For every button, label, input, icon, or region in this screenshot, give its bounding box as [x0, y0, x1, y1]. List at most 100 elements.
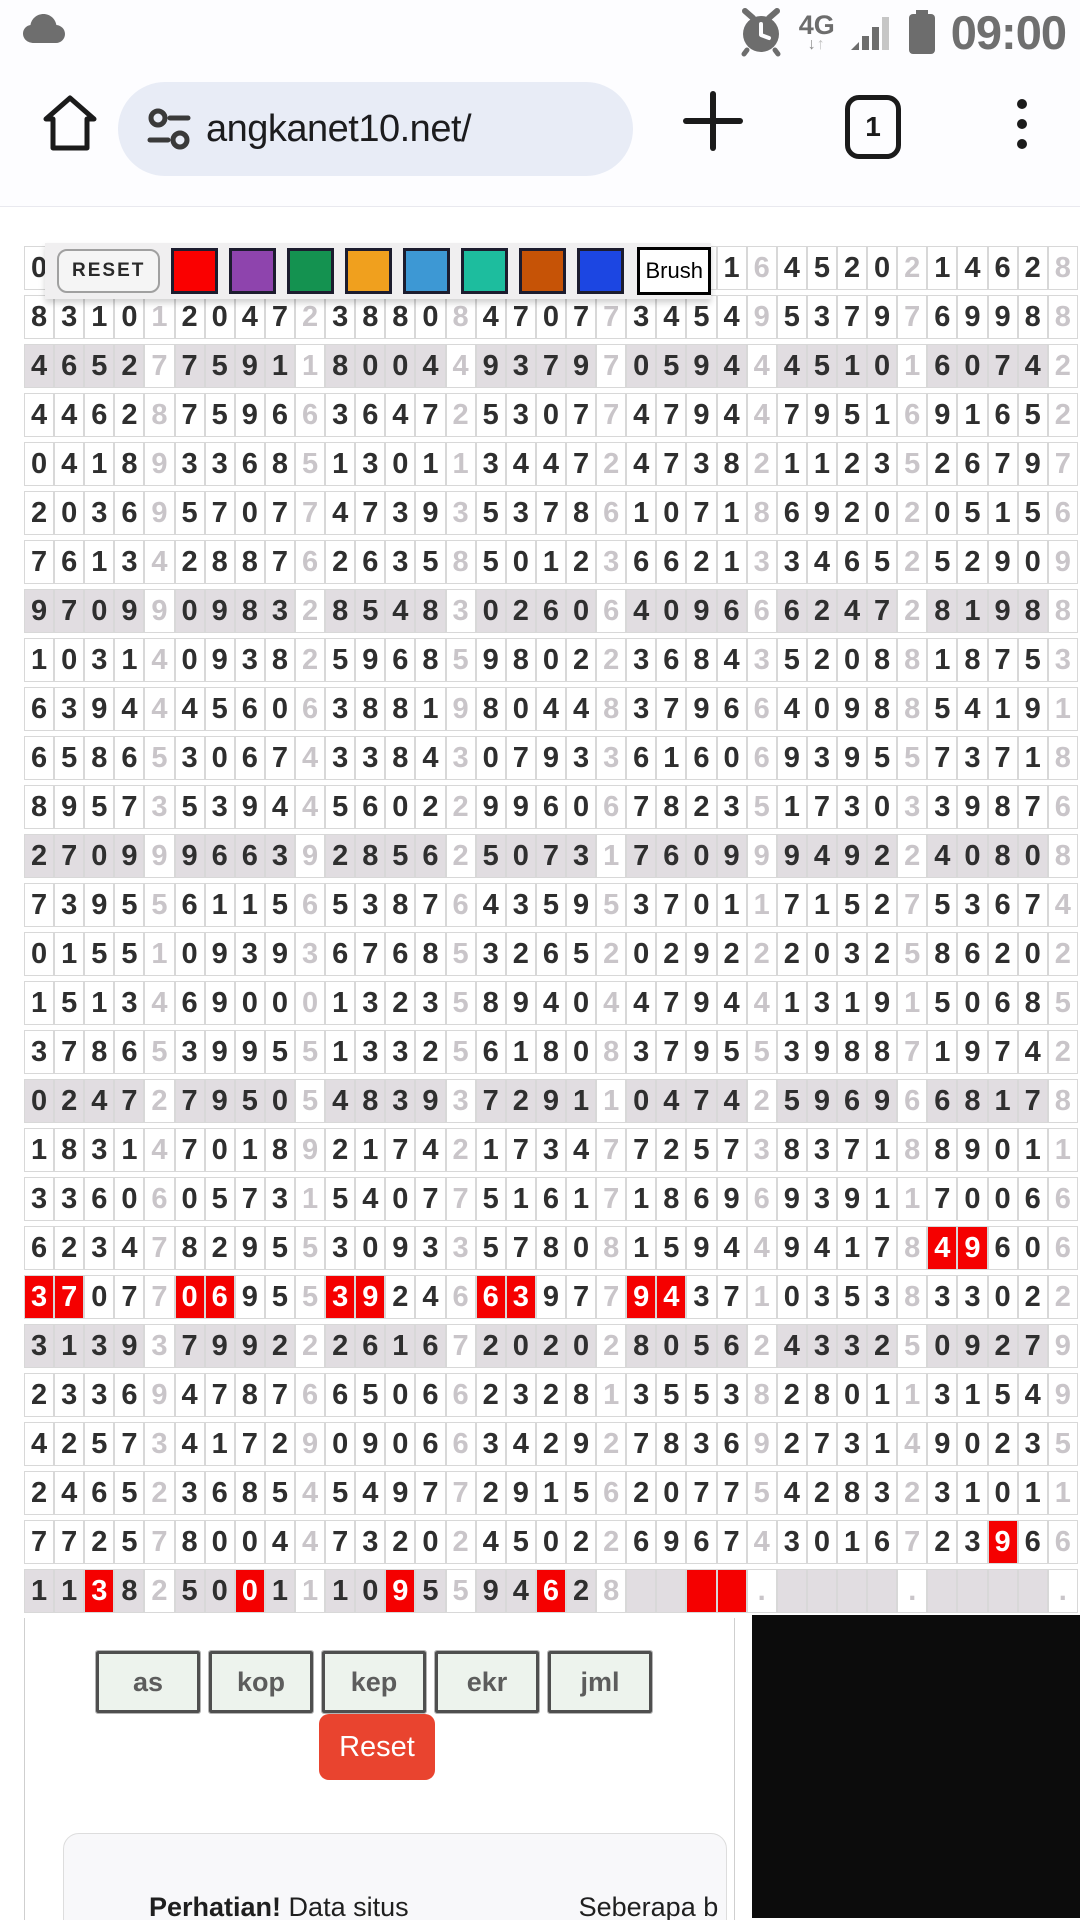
grid-digit-cell[interactable]: 3	[114, 981, 145, 1025]
grid-digit-cell[interactable]: 7	[24, 540, 55, 584]
grid-digit-cell[interactable]: 3	[355, 442, 386, 486]
filter-button-kep[interactable]: kep	[321, 1650, 427, 1714]
grid-digit-cell[interactable]: 5	[204, 393, 235, 437]
grid-digit-cell[interactable]: 8	[355, 834, 386, 878]
grid-digit-cell[interactable]: 4	[716, 638, 747, 682]
grid-digit-cell[interactable]: 6	[325, 1373, 356, 1417]
grid-digit-cell[interactable]: 7	[355, 932, 386, 976]
grid-digit-cell[interactable]: 0	[234, 1520, 265, 1564]
grid-digit-cell[interactable]: 8	[656, 1422, 687, 1466]
grid-digit-cell[interactable]: 1	[355, 1128, 386, 1172]
grid-digit-cell[interactable]: 3	[957, 1275, 988, 1319]
grid-digit-cell[interactable]: 9	[385, 1569, 416, 1613]
grid-sum-cell[interactable]: 6	[746, 736, 777, 780]
grid-digit-cell[interactable]: 7	[54, 1520, 85, 1564]
grid-digit-cell[interactable]: 8	[385, 883, 416, 927]
grid-digit-cell[interactable]: 6	[957, 442, 988, 486]
grid-digit-cell[interactable]: 9	[716, 834, 747, 878]
grid-digit-cell[interactable]: 1	[234, 1128, 265, 1172]
grid-digit-cell[interactable]: 0	[264, 687, 295, 731]
grid-digit-cell[interactable]: 2	[927, 1520, 958, 1564]
grid-digit-cell[interactable]: 0	[656, 491, 687, 535]
grid-digit-cell[interactable]: 4	[1017, 1373, 1048, 1417]
grid-digit-cell[interactable]: 5	[415, 540, 446, 584]
grid-digit-cell[interactable]: 0	[174, 1177, 205, 1221]
grid-digit-cell[interactable]: 8	[957, 638, 988, 682]
grid-sum-cell[interactable]: 7	[1047, 442, 1078, 486]
grid-digit-cell[interactable]: 5	[686, 1373, 717, 1417]
grid-digit-cell[interactable]: 7	[836, 295, 868, 339]
grid-digit-cell[interactable]: 1	[24, 1128, 55, 1172]
grid-digit-cell[interactable]: 2	[114, 344, 145, 388]
grid-digit-cell[interactable]: 9	[686, 687, 717, 731]
grid-digit-cell[interactable]: 9	[806, 393, 837, 437]
grid-digit-cell[interactable]: 3	[806, 1275, 837, 1319]
grid-digit-cell[interactable]: 8	[84, 1030, 115, 1074]
grid-digit-cell[interactable]: 9	[234, 1324, 265, 1368]
grid-digit-cell[interactable]: 8	[716, 442, 747, 486]
grid-digit-cell[interactable]: 2	[776, 1422, 807, 1466]
grid-digit-cell[interactable]: 1	[957, 393, 988, 437]
grid-digit-cell[interactable]: 3	[505, 1275, 536, 1319]
grid-digit-cell[interactable]: 9	[686, 393, 717, 437]
grid-digit-cell[interactable]: 8	[264, 1128, 295, 1172]
grid-sum-cell[interactable]: 8	[897, 1226, 928, 1270]
grid-sum-cell[interactable]: 5	[897, 932, 928, 976]
grid-digit-cell[interactable]: 9	[505, 785, 536, 829]
grid-digit-cell[interactable]: 9	[927, 1422, 958, 1466]
color-swatch-2[interactable]	[287, 248, 335, 294]
grid-digit-cell[interactable]: 6	[686, 736, 717, 780]
grid-digit-cell[interactable]: 0	[174, 589, 205, 633]
grid-digit-cell[interactable]: 9	[415, 1079, 446, 1123]
grid-digit-cell[interactable]: 4	[626, 981, 657, 1025]
grid-digit-cell[interactable]: 7	[264, 736, 295, 780]
grid-digit-cell[interactable]: 5	[867, 736, 898, 780]
grid-digit-cell[interactable]: 0	[987, 1177, 1018, 1221]
grid-digit-cell[interactable]: 3	[957, 883, 988, 927]
site-settings-icon[interactable]	[146, 106, 192, 152]
grid-digit-cell[interactable]: 7	[1017, 883, 1048, 927]
grid-sum-cell[interactable]: 7	[445, 1177, 476, 1221]
grid-digit-cell[interactable]: 3	[325, 1226, 356, 1270]
grid-sum-cell[interactable]: 9	[1047, 1373, 1078, 1417]
grid-sum-cell[interactable]: 6	[897, 1079, 928, 1123]
grid-sum-cell[interactable]: 6	[294, 687, 326, 731]
grid-digit-cell[interactable]: 0	[505, 540, 536, 584]
grid-digit-cell[interactable]: 6	[114, 1030, 145, 1074]
grid-digit-cell[interactable]: 6	[325, 932, 356, 976]
grid-digit-cell[interactable]: 2	[535, 1324, 566, 1368]
grid-digit-cell[interactable]: 6	[836, 540, 868, 584]
grid-digit-cell[interactable]: 5	[535, 883, 566, 927]
grid-digit-cell[interactable]: 9	[234, 1275, 265, 1319]
grid-digit-cell[interactable]: 6	[84, 393, 115, 437]
grid-digit-cell[interactable]: 6	[656, 540, 687, 584]
grid-sum-cell[interactable]: 1	[294, 1569, 326, 1613]
grid-digit-cell[interactable]: 5	[776, 1079, 807, 1123]
grid-digit-cell[interactable]: 3	[475, 442, 506, 486]
grid-digit-cell[interactable]: 0	[505, 834, 536, 878]
grid-digit-cell[interactable]: 9	[565, 344, 597, 388]
grid-digit-cell[interactable]: 9	[204, 981, 235, 1025]
grid-digit-cell[interactable]: 9	[204, 638, 235, 682]
grid-digit-cell[interactable]: 7	[264, 540, 295, 584]
grid-digit-cell[interactable]: 0	[806, 687, 837, 731]
grid-digit-cell[interactable]: 3	[716, 1373, 747, 1417]
grid-digit-cell[interactable]: 4	[54, 1471, 85, 1515]
grid-digit-cell[interactable]: 4	[505, 1569, 536, 1613]
grid-digit-cell[interactable]: 2	[656, 932, 687, 976]
grid-digit-cell[interactable]: 4	[535, 981, 566, 1025]
grid-digit-cell[interactable]: 7	[264, 295, 295, 339]
grid-digit-cell[interactable]: 8	[385, 295, 416, 339]
grid-digit-cell[interactable]: 6	[24, 687, 55, 731]
grid-digit-cell[interactable]: 9	[204, 1079, 235, 1123]
grid-digit-cell[interactable]: 9	[806, 1079, 837, 1123]
grid-digit-cell[interactable]: 2	[385, 981, 416, 1025]
grid-digit-cell[interactable]: 3	[174, 736, 205, 780]
grid-sum-cell[interactable]: 4	[294, 736, 326, 780]
grid-digit-cell[interactable]: 9	[204, 1030, 235, 1074]
grid-digit-cell[interactable]: 6	[264, 393, 295, 437]
grid-digit-cell[interactable]: 3	[836, 1422, 868, 1466]
grid-digit-cell[interactable]: 7	[806, 1422, 837, 1466]
grid-digit-cell[interactable]: 0	[84, 589, 115, 633]
grid-digit-cell[interactable]: 5	[54, 736, 85, 780]
